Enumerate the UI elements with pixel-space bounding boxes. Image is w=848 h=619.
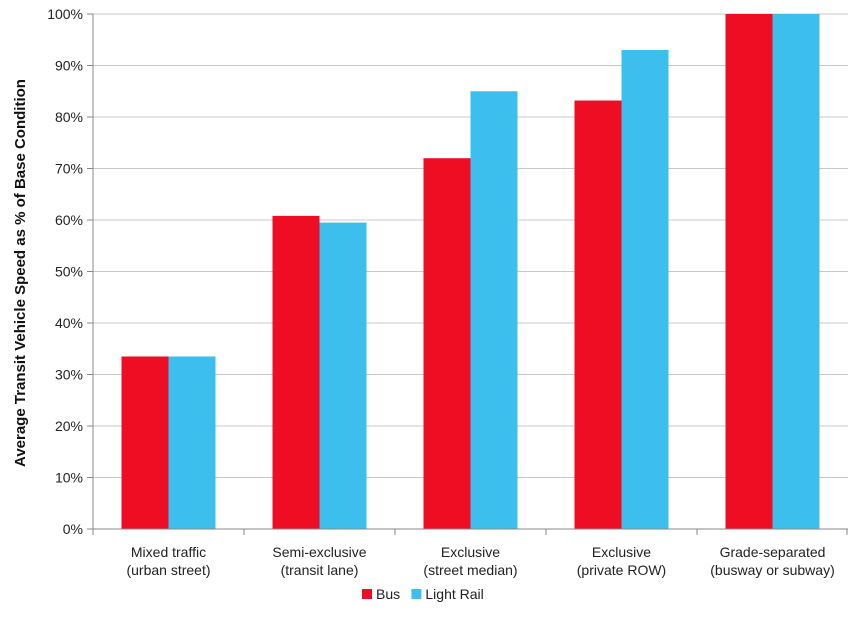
legend-swatch	[362, 589, 372, 599]
y-axis-label: Average Transit Vehicle Speed as % of Ba…	[12, 79, 29, 467]
x-category-label: Grade-separated (busway or subway)	[710, 544, 835, 578]
y-tick-label: 40%	[55, 315, 83, 331]
x-category-label: Semi-exclusive (transit lane)	[272, 544, 366, 578]
y-tick-label: 70%	[55, 161, 83, 177]
y-tick-label: 80%	[55, 109, 83, 125]
y-tick-label: 20%	[55, 418, 83, 434]
y-tick-label: 90%	[55, 58, 83, 74]
bar-light-rail	[772, 14, 820, 529]
bar-light-rail	[319, 222, 367, 529]
legend: Bus Light Rail	[362, 586, 484, 602]
bar-light-rail	[470, 91, 518, 529]
y-tick-label: 100%	[47, 6, 83, 22]
y-tick-label: 30%	[55, 367, 83, 383]
bar-bus	[121, 356, 169, 529]
bar-bus	[423, 158, 471, 529]
bars	[121, 14, 820, 530]
legend-label: Bus	[376, 586, 400, 602]
axes: 0% 10% 20% 30% 40% 50% 60% 70% 80% 90% 100% Mixed t…	[47, 6, 848, 578]
x-category-label: Exclusive (street median)	[423, 544, 517, 578]
legend-label: Light Rail	[425, 586, 483, 602]
y-tick-label: 50%	[55, 264, 83, 280]
bar-light-rail	[621, 50, 669, 530]
y-tick-label: 60%	[55, 212, 83, 228]
x-category-label: Exclusive (private ROW)	[577, 544, 666, 578]
legend-swatch	[411, 589, 422, 599]
bar-bus	[272, 215, 320, 529]
bar-bus	[725, 14, 773, 529]
x-category-label: Mixed traffic (urban street)	[126, 544, 210, 578]
bar-bus	[574, 100, 622, 530]
y-tick-label: 0%	[63, 521, 83, 537]
y-tick-label: 10%	[55, 470, 83, 486]
bar-light-rail	[168, 356, 216, 529]
